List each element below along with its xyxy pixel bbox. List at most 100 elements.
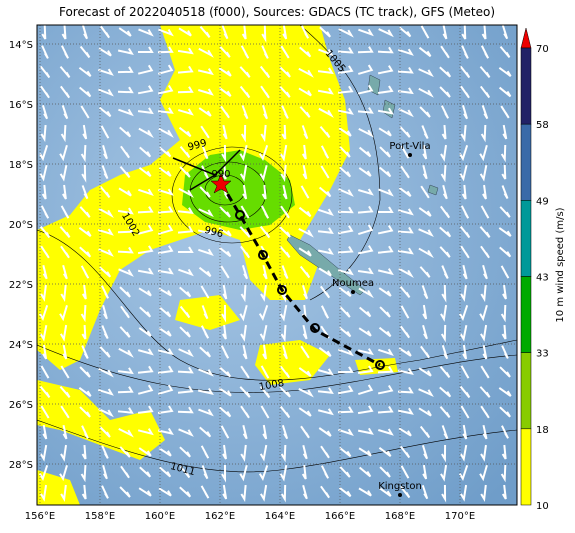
wind-barb [418,228,434,238]
wind-barb [460,405,470,419]
wind-barb [418,87,434,98]
lon-label: 160°E [145,511,175,522]
wind-barb [239,144,248,162]
wind-barb [317,87,334,95]
wind-barb [479,66,491,78]
wind-barb [338,188,354,197]
wind-barb [220,105,230,119]
wind-barb [178,268,194,277]
wind-barb [301,144,307,160]
wind-barb [259,65,271,79]
wind-barb [59,324,68,342]
wind-barb [241,105,249,120]
wind-barb [137,224,154,235]
wind-barb [219,406,232,418]
wind-barb [199,426,212,438]
lat-label: 18°S [9,160,33,171]
wind-barb [399,485,411,499]
lat-label: 28°S [9,460,33,471]
wind-barb [399,285,411,299]
wind-barb [221,304,227,323]
colorbar-label: 10 m wind speed (m/s) [555,207,566,322]
wind-barb [157,64,174,75]
wind-barb [318,48,334,57]
colorbar-segment [520,47,532,125]
wind-barb [459,385,471,399]
wind-barb [482,424,488,440]
wind-barb [117,246,134,254]
wind-barb [279,304,288,322]
wind-barb [479,386,491,398]
wind-barb [81,484,87,500]
wind-barb [99,426,111,438]
wind-barb [397,226,414,234]
wind-barb [479,85,491,99]
wind-barb [441,425,449,440]
wind-barb [158,287,172,297]
wind-barb [258,305,269,322]
wind-barb [137,206,154,214]
wind-barb [98,228,114,236]
wind-barb [419,425,431,439]
wind-barb [60,284,67,303]
wind-barb [259,324,268,342]
wind-barb [198,248,214,257]
wind-barb [279,144,288,162]
wind-barb [418,46,432,58]
wind-barb [199,26,211,38]
wind-barb [80,144,87,163]
wind-barb [118,428,134,438]
wind-barb [300,25,310,39]
wind-barb [400,325,411,339]
wind-barb [60,205,70,219]
wind-barb [442,25,448,40]
wind-barb [482,344,488,360]
wind-barb [42,344,48,360]
wind-barb [118,347,134,358]
wind-barb [398,347,412,357]
wind-barb [317,227,334,235]
wind-barb [377,268,394,276]
wind-barb [400,305,410,319]
wind-barb [59,164,68,182]
wind-barb [397,87,414,95]
wind-barb [79,246,92,258]
wind-barb [460,284,467,302]
wind-barb [120,145,130,159]
wind-barb [98,408,114,418]
wind-barb [242,344,248,360]
wind-barb [460,245,470,259]
wind-barb [61,105,69,120]
wind-barb [279,66,291,78]
wind-barb [378,348,394,356]
wind-barb [157,245,174,255]
wind-barb [157,384,174,395]
wind-barb [317,387,334,394]
wind-barb [442,184,448,200]
wind-barb [242,424,248,440]
wind-barb [198,88,214,96]
wind-barb [377,85,394,94]
wind-barb [397,208,414,216]
wind-barb [198,47,214,58]
wind-barb [460,85,470,99]
lon-label: 166°E [325,511,355,522]
wind-barb [262,424,268,440]
wind-barb [177,207,194,214]
wind-barb [41,45,49,59]
wind-barb [59,386,71,398]
colorbar-tick: 43 [536,273,549,284]
wind-barb [221,25,229,40]
wind-barb [282,184,288,200]
wind-barb [358,188,374,196]
wind-barb [40,365,50,379]
wind-barb [177,385,194,394]
wind-barb [102,145,108,160]
wind-barb [502,124,508,140]
wind-barb [220,425,230,439]
wind-barb [117,226,134,234]
wind-barb [198,107,212,117]
wind-barb [218,246,232,258]
wind-barb [60,405,70,419]
wind-barb [480,284,487,303]
